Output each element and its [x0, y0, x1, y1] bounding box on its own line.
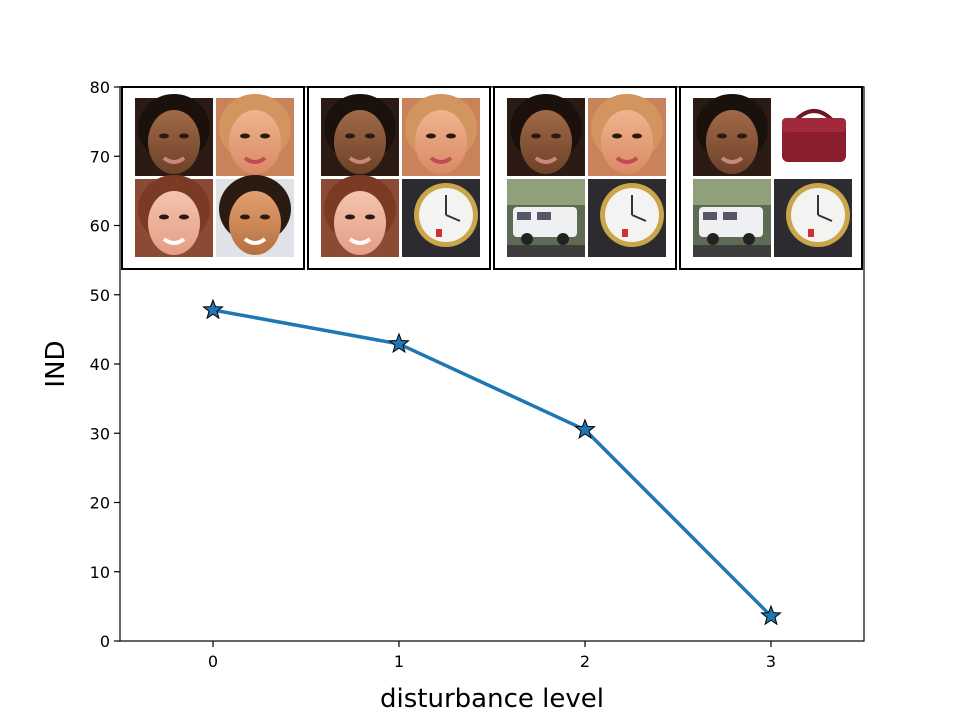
x-tick-label: 1 — [394, 652, 404, 671]
camper-van-thumbnail — [507, 179, 585, 257]
data-series — [202, 298, 782, 626]
inset-panel — [679, 86, 863, 270]
face-dark-hair-thumbnail — [321, 94, 399, 176]
inset-panel — [121, 86, 305, 270]
y-tick-label: 0 — [100, 632, 110, 651]
face-blonde-thumbnail — [402, 94, 480, 176]
face-smiling-woman-thumbnail — [321, 175, 399, 257]
face-dark-hair-thumbnail — [507, 94, 585, 176]
camper-van-thumbnail — [693, 179, 771, 257]
face-smiling-woman-thumbnail — [135, 175, 213, 257]
inset-panels — [121, 86, 863, 270]
y-axis: 0 10 20 30 40 50 60 70 80 — [90, 78, 120, 651]
y-tick-label: 50 — [90, 286, 110, 305]
face-dark-hair-thumbnail — [135, 94, 213, 176]
y-tick-label: 40 — [90, 355, 110, 374]
x-axis-label: disturbance level — [380, 684, 604, 714]
y-tick-label: 60 — [90, 217, 110, 236]
y-tick-label: 80 — [90, 78, 110, 97]
clock-thumbnail — [774, 179, 852, 257]
x-axis: 0 1 2 3 — [208, 641, 776, 671]
face-blonde-thumbnail — [588, 94, 666, 176]
clock-thumbnail — [402, 179, 480, 257]
x-tick-label: 3 — [766, 652, 776, 671]
face-dark-hair-thumbnail — [693, 94, 771, 176]
data-point-marker — [574, 418, 596, 440]
y-tick-label: 70 — [90, 147, 110, 166]
y-tick-label: 20 — [90, 494, 110, 513]
face-man-thumbnail — [216, 175, 294, 257]
data-point-marker — [388, 332, 410, 354]
red-handbag-thumbnail — [774, 98, 852, 176]
face-blonde-thumbnail — [216, 94, 294, 176]
data-point-marker — [202, 298, 224, 320]
clock-thumbnail — [588, 179, 666, 257]
data-point-marker — [760, 604, 782, 626]
series-line — [212, 308, 773, 618]
inset-panel — [307, 86, 491, 270]
inset-panel — [493, 86, 677, 270]
x-tick-label: 2 — [580, 652, 590, 671]
x-tick-label: 0 — [208, 652, 218, 671]
y-tick-label: 10 — [90, 563, 110, 582]
y-tick-label: 30 — [90, 424, 110, 443]
y-axis-label: IND — [41, 340, 71, 387]
